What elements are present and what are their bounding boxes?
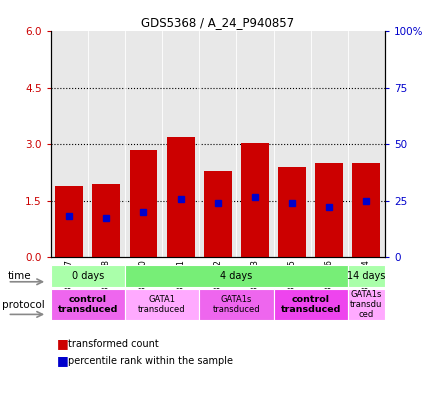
- Text: GATA1
transduced: GATA1 transduced: [138, 295, 186, 314]
- Bar: [315, 163, 343, 257]
- Bar: [274, 289, 348, 320]
- Bar: [204, 171, 232, 257]
- Text: time: time: [7, 271, 31, 281]
- Title: GDS5368 / A_24_P940857: GDS5368 / A_24_P940857: [141, 16, 294, 29]
- Text: GATA1s
transduced: GATA1s transduced: [213, 295, 260, 314]
- Bar: [92, 184, 120, 257]
- Bar: [167, 137, 194, 257]
- Bar: [348, 265, 385, 287]
- Text: percentile rank within the sample: percentile rank within the sample: [68, 356, 233, 366]
- Text: GATA1s
transdu
ced: GATA1s transdu ced: [350, 290, 383, 319]
- Text: 4 days: 4 days: [220, 271, 253, 281]
- Bar: [51, 265, 125, 287]
- Text: control
transduced: control transduced: [281, 295, 341, 314]
- Text: ■: ■: [57, 337, 69, 351]
- Text: ■: ■: [57, 354, 69, 367]
- Bar: [51, 289, 125, 320]
- Bar: [55, 186, 83, 257]
- Bar: [125, 265, 348, 287]
- Bar: [199, 289, 274, 320]
- Text: 0 days: 0 days: [72, 271, 104, 281]
- Bar: [241, 143, 269, 257]
- Text: transformed count: transformed count: [68, 339, 159, 349]
- Bar: [278, 167, 306, 257]
- Bar: [348, 289, 385, 320]
- Bar: [352, 163, 380, 257]
- Text: protocol: protocol: [2, 299, 45, 310]
- Text: control
transduced: control transduced: [58, 295, 118, 314]
- Bar: [129, 150, 158, 257]
- Bar: [125, 289, 199, 320]
- Text: 14 days: 14 days: [347, 271, 385, 281]
